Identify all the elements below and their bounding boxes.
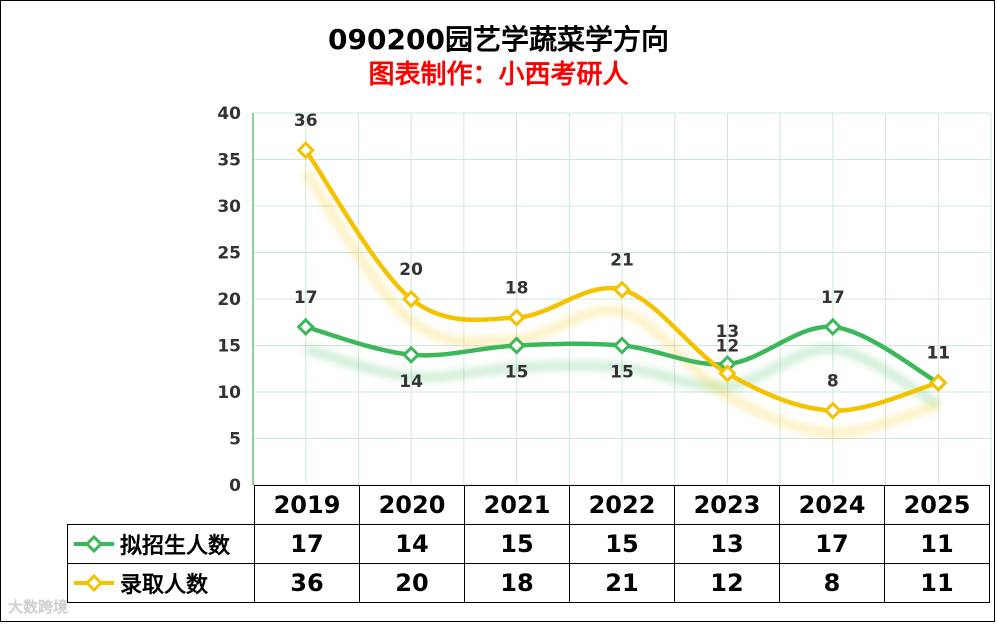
table-cell: 15 <box>569 524 675 564</box>
table-year: 2023 <box>674 485 780 525</box>
series-shadow-admit <box>302 169 940 437</box>
data-label: 17 <box>821 288 845 308</box>
data-label: 15 <box>505 363 529 383</box>
table-cell: 17 <box>779 524 885 564</box>
legend-admit-label: 录取人数 <box>120 573 209 598</box>
data-point-marker <box>612 280 632 299</box>
table-cell: 11 <box>884 524 990 564</box>
table-year: 2022 <box>569 485 675 525</box>
data-point-marker <box>929 373 948 392</box>
data-label: 11 <box>926 344 950 364</box>
table-cell: 12 <box>674 563 780 603</box>
table-cell: 14 <box>359 524 465 564</box>
data-point-marker <box>718 364 737 383</box>
table-cell: 11 <box>884 563 990 603</box>
legend-plan-marker-icon <box>74 534 114 554</box>
legend-admit: 录取人数 <box>67 563 255 603</box>
data-label: 15 <box>610 363 634 383</box>
data-label: 14 <box>399 372 423 392</box>
legend-admit-marker-icon <box>74 573 114 593</box>
data-point-marker <box>823 401 842 420</box>
y-tick-label: 25 <box>217 244 241 264</box>
data-label: 11 <box>926 344 950 364</box>
data-point-marker <box>402 289 421 309</box>
table-year: 2025 <box>884 485 990 525</box>
watermark: 大数跨境 <box>8 598 69 616</box>
data-label: 13 <box>716 322 740 342</box>
data-label: 18 <box>505 279 529 299</box>
y-tick-label: 5 <box>229 430 241 450</box>
chart-title: 090200园艺学蔬菜学方向 <box>328 23 669 56</box>
table-cell: 18 <box>464 563 570 603</box>
table-cell: 36 <box>254 563 360 603</box>
data-point-marker <box>296 141 315 160</box>
data-point-marker <box>823 317 842 337</box>
y-tick-label: 20 <box>217 290 241 310</box>
data-label: 12 <box>716 336 740 356</box>
legend-plan-label: 拟招生人数 <box>120 534 231 559</box>
data-label: 36 <box>294 111 318 131</box>
table-year: 2021 <box>464 485 570 525</box>
table-row-plan: 拟招生人数 17 14 15 15 13 17 11 <box>67 524 990 564</box>
y-tick-label: 15 <box>217 337 241 357</box>
data-label: 21 <box>610 251 634 271</box>
data-label: 17 <box>294 288 318 308</box>
data-point-marker <box>612 336 632 355</box>
y-tick-label: 35 <box>217 151 241 171</box>
table-year: 2024 <box>779 485 885 525</box>
table-year: 2019 <box>254 485 360 525</box>
y-tick-label: 0 <box>229 476 241 496</box>
table-row-admit: 录取人数 36 20 18 21 12 8 11 <box>67 563 990 603</box>
data-point-marker <box>507 336 526 355</box>
data-label: 20 <box>399 260 423 280</box>
table-cell: 15 <box>464 524 570 564</box>
legend-plan: 拟招生人数 <box>67 524 255 564</box>
table-cell: 21 <box>569 563 675 603</box>
table-header-row: 2019 2020 2021 2022 2023 2024 2025 <box>68 485 990 525</box>
series-shadow-plan <box>304 344 941 409</box>
data-point-marker <box>402 345 421 364</box>
table-year: 2020 <box>359 485 465 525</box>
table-cell: 20 <box>359 563 465 603</box>
table-cell: 13 <box>674 524 780 564</box>
data-point-marker <box>507 308 526 327</box>
y-tick-label: 30 <box>217 197 241 217</box>
data-label: 8 <box>827 372 839 392</box>
y-tick-label: 10 <box>217 383 241 403</box>
data-table: 2019 2020 2021 2022 2023 2024 2025 拟招生人数… <box>67 485 990 603</box>
data-point-marker <box>296 317 315 337</box>
table-cell: 8 <box>779 563 885 603</box>
chart-subtitle: 图表制作：小西考研人 <box>368 60 629 90</box>
table-cell: 17 <box>254 524 360 564</box>
table-corner <box>68 486 255 525</box>
y-tick-label: 40 <box>217 104 241 124</box>
